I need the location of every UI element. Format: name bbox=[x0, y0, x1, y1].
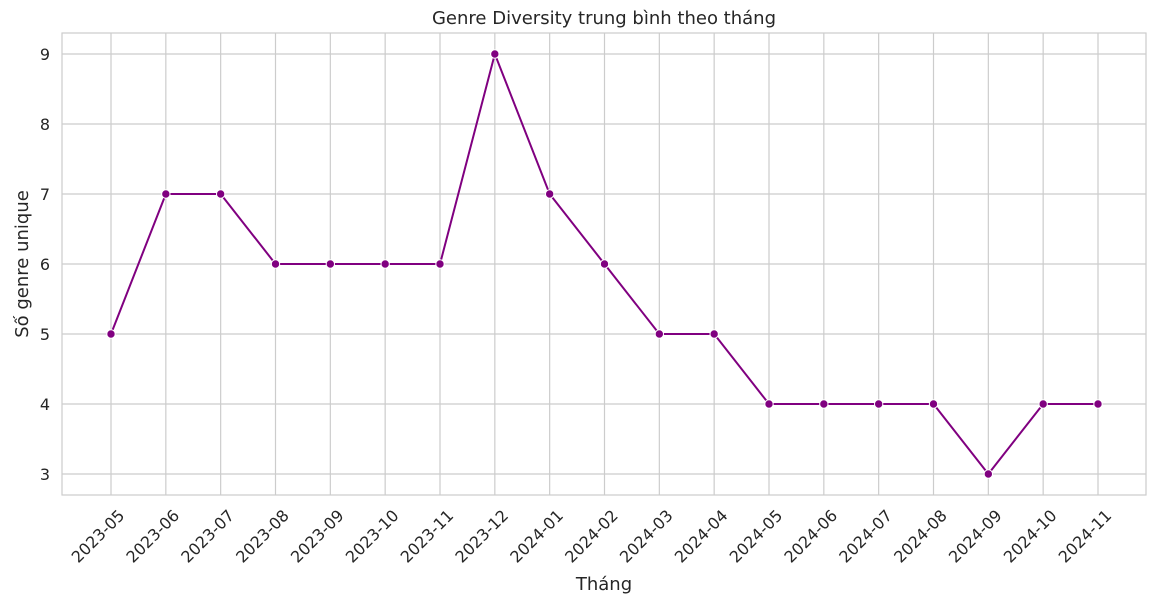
data-point bbox=[928, 399, 939, 409]
data-point bbox=[215, 189, 226, 199]
y-tick-label: 4 bbox=[40, 395, 50, 414]
data-point bbox=[325, 259, 336, 269]
data-point bbox=[270, 259, 281, 269]
data-point bbox=[435, 259, 445, 269]
data-point bbox=[983, 469, 994, 479]
data-point bbox=[709, 329, 719, 339]
data-point bbox=[544, 189, 555, 199]
data-point bbox=[1038, 399, 1048, 409]
y-tick-label: 7 bbox=[40, 185, 50, 204]
data-point bbox=[873, 399, 884, 409]
y-tick-label: 9 bbox=[40, 45, 50, 64]
y-tick-label: 3 bbox=[40, 465, 50, 484]
data-point bbox=[819, 399, 829, 409]
y-tick-labels: 3 4 5 6 7 8 9 bbox=[40, 45, 50, 484]
data-point bbox=[764, 399, 774, 409]
y-tick-label: 8 bbox=[40, 115, 50, 134]
data-point bbox=[1093, 399, 1103, 409]
data-point bbox=[490, 49, 500, 59]
data-point bbox=[599, 259, 610, 269]
y-tick-label: 5 bbox=[40, 325, 50, 344]
chart-title: Genre Diversity trung bình theo tháng bbox=[432, 8, 776, 29]
y-tick-label: 6 bbox=[40, 255, 50, 274]
data-point bbox=[106, 329, 116, 339]
plot-frame bbox=[61, 32, 1147, 496]
data-point bbox=[161, 189, 171, 199]
y-axis-label: Số genre unique bbox=[12, 190, 33, 338]
series-layer bbox=[106, 49, 1103, 479]
x-axis-label: Tháng bbox=[575, 574, 632, 595]
data-point bbox=[654, 329, 665, 339]
data-point bbox=[380, 259, 390, 269]
